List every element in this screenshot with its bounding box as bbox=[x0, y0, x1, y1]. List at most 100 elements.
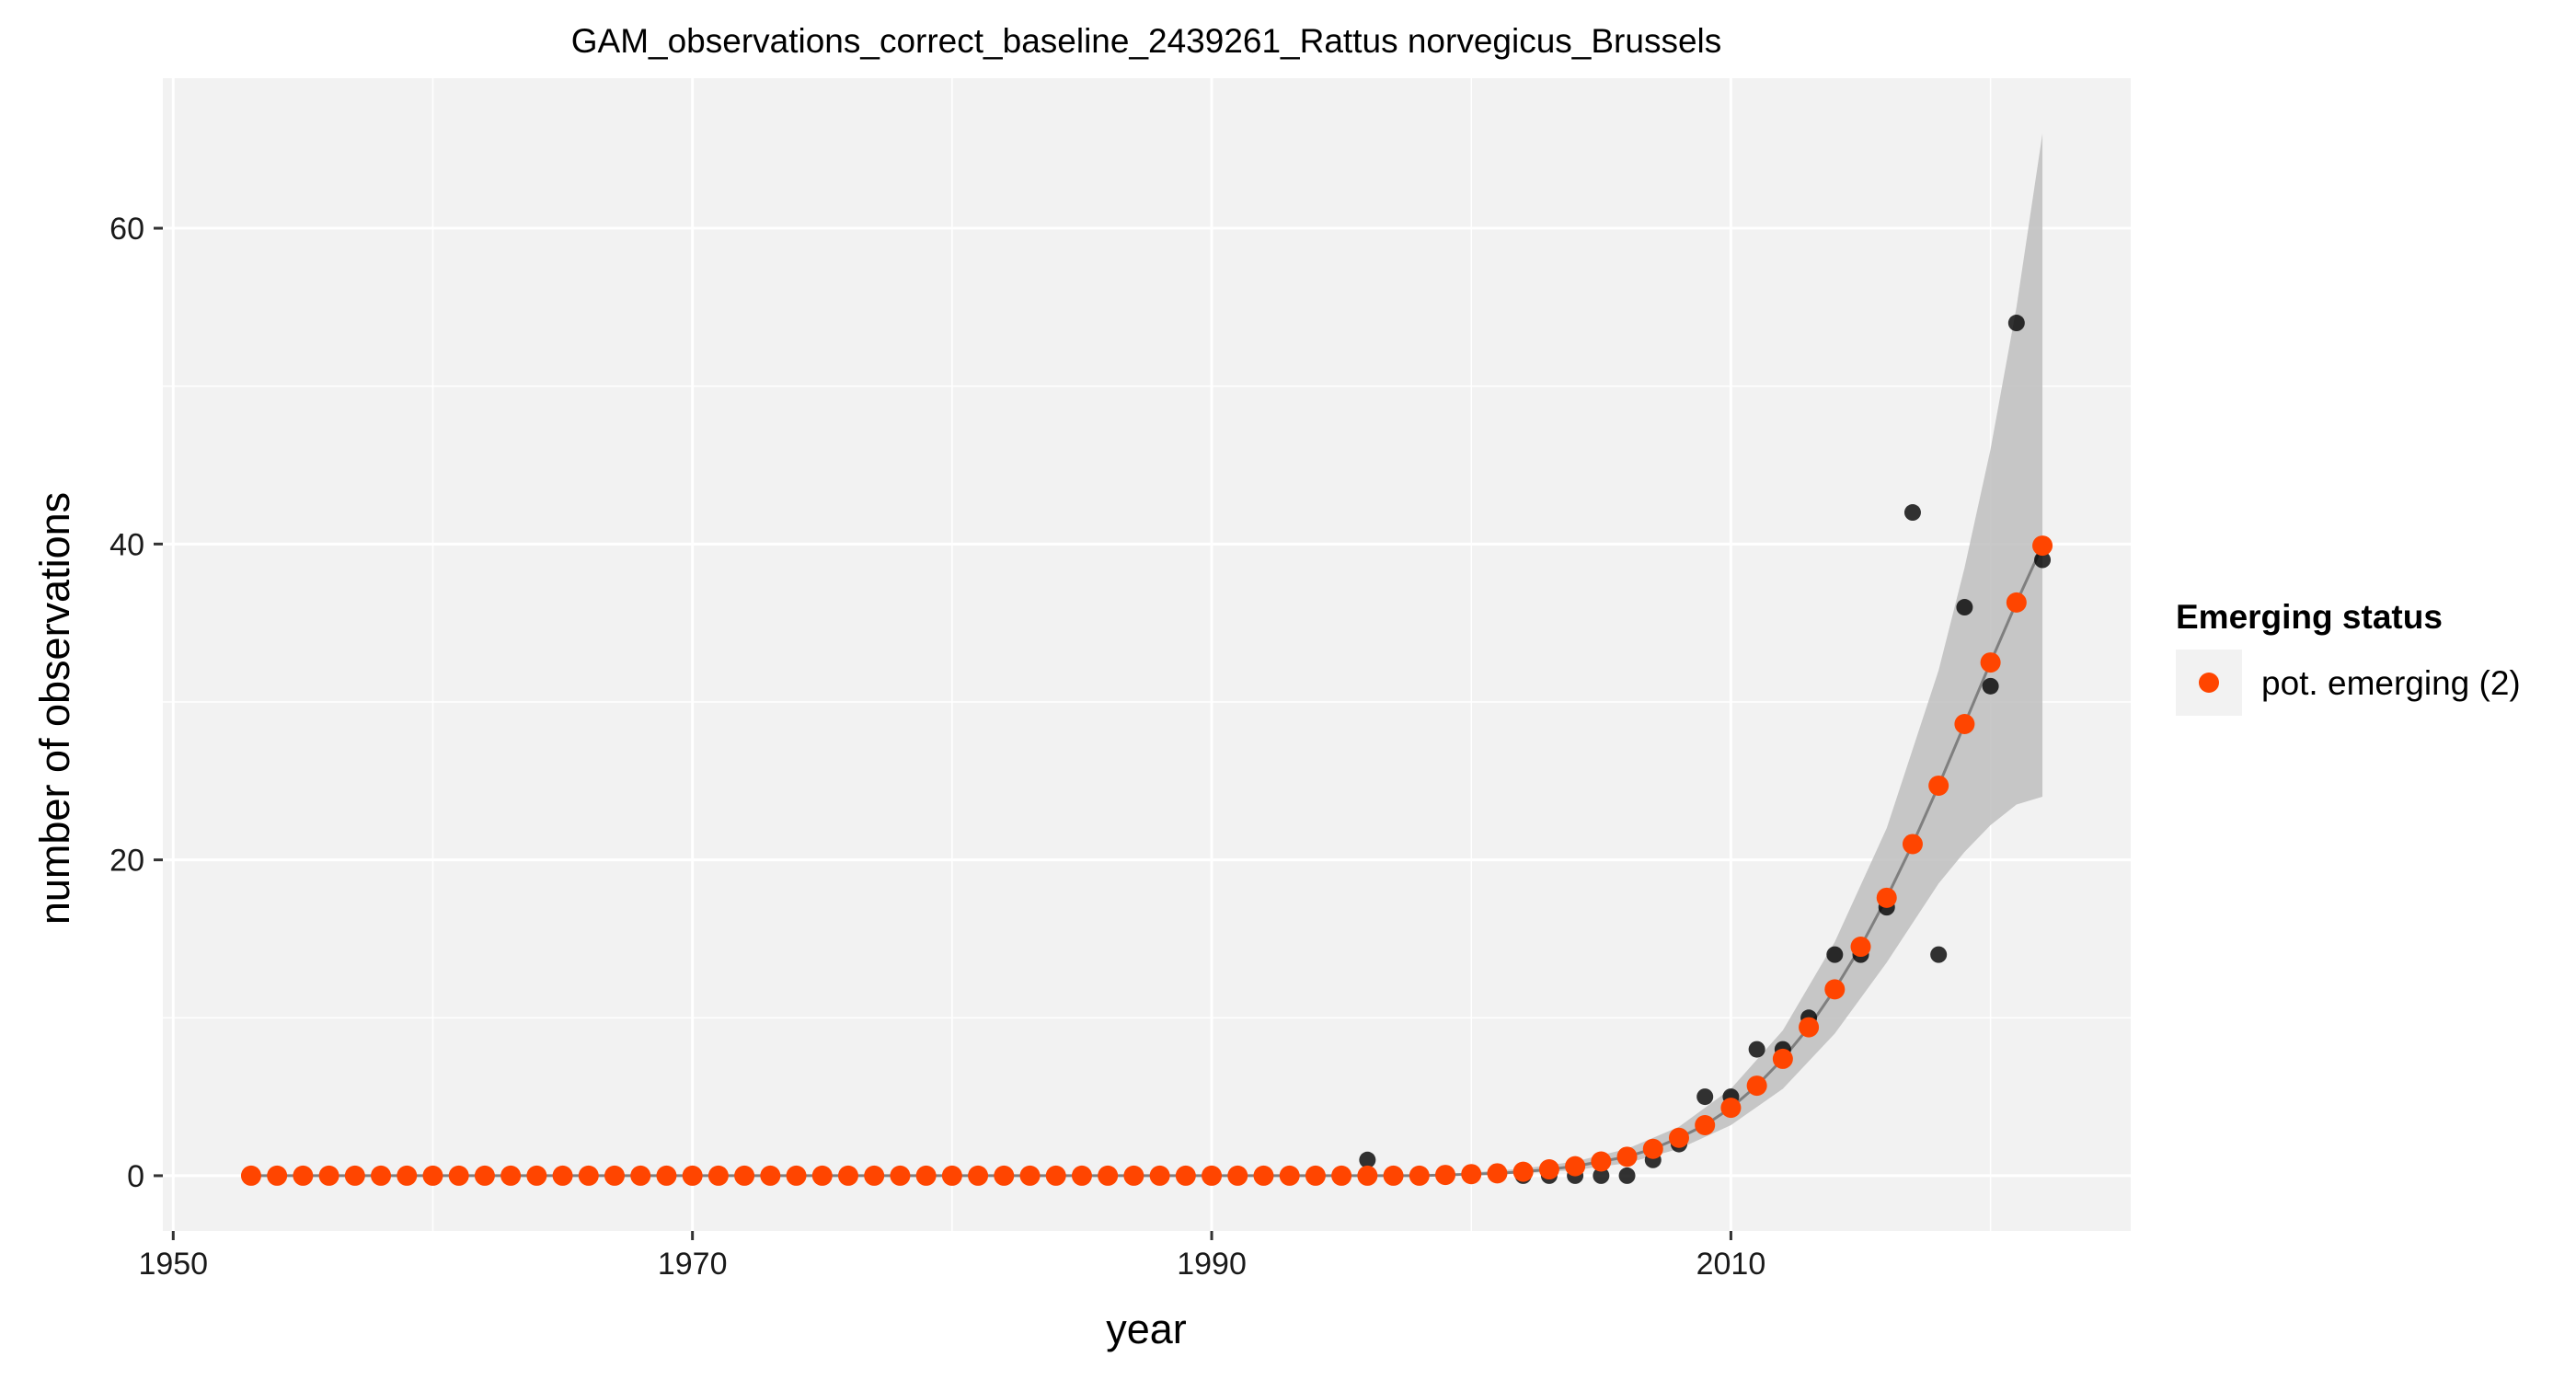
fitted-point bbox=[1149, 1165, 1170, 1186]
legend-title: Emerging status bbox=[2176, 598, 2443, 636]
fitted-point bbox=[267, 1165, 288, 1186]
fitted-point bbox=[1642, 1138, 1663, 1159]
fitted-point bbox=[1487, 1163, 1508, 1184]
fitted-point bbox=[1383, 1165, 1404, 1186]
fitted-point bbox=[1175, 1165, 1196, 1186]
fitted-point bbox=[1435, 1165, 1456, 1186]
fitted-point bbox=[811, 1165, 833, 1186]
legend: Emerging status pot. emerging (2) bbox=[2176, 598, 2521, 716]
fitted-point bbox=[448, 1165, 469, 1186]
fitted-point bbox=[1123, 1165, 1144, 1186]
fitted-point bbox=[500, 1165, 522, 1186]
fitted-point bbox=[1799, 1017, 1820, 1038]
y-tick-label: 40 bbox=[109, 527, 144, 562]
fit-line bbox=[250, 545, 2044, 1178]
grid-minor bbox=[163, 78, 2131, 1231]
y-tick-label: 60 bbox=[109, 212, 144, 247]
fitted-point bbox=[656, 1165, 677, 1186]
fitted-point bbox=[1538, 1159, 1559, 1180]
fitted-point bbox=[1045, 1165, 1066, 1186]
fitted-point bbox=[1279, 1165, 1300, 1186]
observed-point bbox=[2034, 551, 2052, 569]
observed-point bbox=[1930, 946, 1948, 963]
fitted-point bbox=[604, 1165, 626, 1186]
fitted-point bbox=[864, 1165, 885, 1186]
fitted-point bbox=[526, 1165, 547, 1186]
fitted-point bbox=[318, 1165, 339, 1186]
fitted-point bbox=[1305, 1165, 1326, 1186]
fitted-point bbox=[941, 1165, 962, 1186]
fitted-point bbox=[1202, 1165, 1223, 1186]
fitted-point bbox=[1227, 1165, 1248, 1186]
y-axis-label: number of observations bbox=[31, 492, 78, 925]
observed-point bbox=[1826, 946, 1844, 963]
fitted-point bbox=[1695, 1114, 1716, 1135]
plot-panel bbox=[163, 78, 2131, 1231]
fitted-point bbox=[1720, 1098, 1742, 1119]
fitted-point bbox=[1954, 714, 1975, 735]
fitted-point bbox=[760, 1165, 781, 1186]
fitted-point bbox=[240, 1165, 261, 1186]
fitted-point bbox=[734, 1165, 755, 1186]
observed-point bbox=[1618, 1167, 1636, 1184]
fitted-point bbox=[1591, 1151, 1612, 1172]
fitted-points bbox=[240, 535, 2053, 1186]
fitted-point bbox=[397, 1165, 418, 1186]
x-axis: 1950 1970 1990 2010 bbox=[138, 1231, 1765, 1282]
fitted-point bbox=[2006, 592, 2027, 613]
chart-title: GAM_observations_correct_baseline_243926… bbox=[571, 22, 1722, 60]
fitted-point bbox=[1253, 1165, 1274, 1186]
x-tick-label: 1950 bbox=[138, 1247, 208, 1282]
y-tick-label: 0 bbox=[127, 1159, 144, 1194]
fitted-point bbox=[1098, 1165, 1119, 1186]
fitted-point bbox=[344, 1165, 365, 1186]
x-tick-label: 1990 bbox=[1177, 1247, 1247, 1282]
fitted-point bbox=[1331, 1165, 1352, 1186]
fitted-point bbox=[1071, 1165, 1092, 1186]
y-axis: 0 20 40 60 bbox=[109, 212, 163, 1194]
fitted-point bbox=[552, 1165, 573, 1186]
fitted-point bbox=[1461, 1164, 1482, 1185]
fitted-point bbox=[707, 1165, 729, 1186]
observed-point bbox=[2007, 315, 2025, 332]
fitted-point bbox=[890, 1165, 911, 1186]
fitted-point bbox=[1772, 1048, 1793, 1069]
observed-point bbox=[1696, 1088, 1714, 1106]
fitted-point bbox=[1668, 1127, 1689, 1148]
observed-point bbox=[1748, 1041, 1765, 1058]
fitted-point bbox=[1876, 887, 1897, 908]
observed-point bbox=[1593, 1167, 1610, 1184]
fitted-point bbox=[371, 1165, 392, 1186]
legend-key-dot bbox=[2199, 673, 2219, 693]
observed-point bbox=[1956, 599, 1973, 616]
confidence-ribbon bbox=[1471, 133, 2043, 1176]
fitted-point bbox=[1902, 834, 1923, 855]
observed-point bbox=[1359, 1151, 1376, 1168]
observed-point bbox=[1982, 677, 1999, 695]
fitted-point bbox=[1409, 1165, 1430, 1186]
observed-point bbox=[1903, 504, 1921, 522]
fitted-point bbox=[1824, 979, 1846, 1000]
fitted-point bbox=[1746, 1075, 1767, 1097]
fitted-point bbox=[474, 1165, 495, 1186]
y-tick-label: 20 bbox=[109, 844, 144, 879]
fitted-point bbox=[1928, 775, 1949, 796]
fitted-point bbox=[1019, 1165, 1041, 1186]
x-axis-label: year bbox=[1106, 1305, 1187, 1352]
x-tick-label: 1970 bbox=[658, 1247, 728, 1282]
fitted-point bbox=[915, 1165, 937, 1186]
fitted-point bbox=[1850, 937, 1871, 958]
fitted-point bbox=[994, 1165, 1015, 1186]
fitted-point bbox=[578, 1165, 599, 1186]
fitted-point bbox=[968, 1165, 989, 1186]
fitted-point bbox=[2032, 535, 2053, 557]
fitted-point bbox=[837, 1165, 858, 1186]
fitted-point bbox=[1616, 1146, 1638, 1167]
fitted-point bbox=[630, 1165, 651, 1186]
fitted-point bbox=[1565, 1156, 1586, 1177]
x-tick-label: 2010 bbox=[1696, 1247, 1766, 1282]
fitted-point bbox=[1512, 1161, 1534, 1182]
legend-label-pot-emerging: pot. emerging (2) bbox=[2261, 664, 2521, 702]
fitted-point bbox=[422, 1165, 443, 1186]
